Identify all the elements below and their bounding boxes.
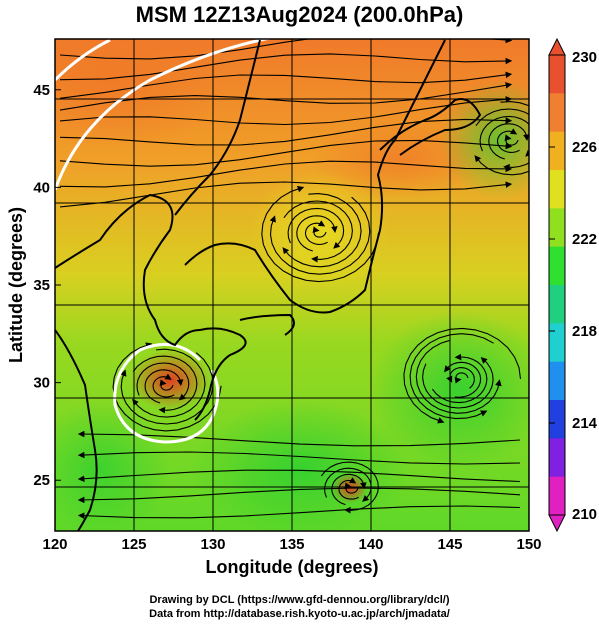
- streamline: [77, 487, 521, 504]
- y-tick-label: 35: [33, 277, 50, 294]
- streamline: [59, 39, 513, 60]
- streamline: [59, 96, 513, 126]
- colorbar: 210 214 218 222 226 230: [548, 37, 598, 533]
- colorbar-segment: [549, 93, 565, 133]
- streamline: [59, 139, 513, 167]
- streamline: [320, 461, 379, 514]
- colorbar-segment: [549, 246, 565, 286]
- colorbar-segment: [549, 438, 565, 478]
- colorbar-segment: [549, 208, 565, 248]
- streamline: [331, 473, 367, 506]
- colorbar-segment: [549, 476, 565, 516]
- colorbar-tick-label: 230: [572, 49, 597, 66]
- colorbar-segment: [549, 131, 565, 171]
- wind-streamlines: [59, 39, 529, 519]
- colorbar-bottom-triangle: [548, 514, 566, 533]
- streamline: [304, 220, 328, 245]
- streamline: [479, 115, 529, 157]
- x-tick-label: 145: [437, 536, 462, 553]
- streamline: [144, 369, 184, 404]
- colorbar-tick-label: 210: [572, 506, 597, 523]
- x-tick-label: 130: [200, 536, 225, 553]
- colorbar-segment: [549, 285, 565, 324]
- streamline: [474, 101, 529, 176]
- streamline: [59, 160, 513, 188]
- streamline: [488, 123, 529, 160]
- streamline: [296, 215, 338, 252]
- streamline: [409, 333, 494, 420]
- y-tick-label: 25: [33, 472, 50, 489]
- streamline: [269, 196, 371, 275]
- grid-lines: [55, 39, 529, 531]
- colorbar-tick-label: 226: [572, 139, 597, 156]
- streamline: [159, 379, 174, 391]
- streamline: [136, 362, 190, 401]
- colorbar-segment: [549, 170, 565, 209]
- streamline: [415, 339, 502, 414]
- streamline: [77, 505, 521, 519]
- x-tick-label: 150: [516, 536, 541, 553]
- streamline: [132, 355, 198, 414]
- streamline: [422, 356, 494, 409]
- streamline: [496, 128, 520, 153]
- x-axis-ticks: 120 125 130 135 140 145 150: [42, 525, 542, 553]
- field-layer: [55, 39, 529, 531]
- streamline: [444, 361, 482, 398]
- streamline: [77, 430, 521, 447]
- streamline: [59, 117, 513, 146]
- credit-drawing: Drawing by DCL (https://www.gfd-dennou.o…: [149, 594, 450, 606]
- streamline: [77, 451, 521, 465]
- x-tick-label: 140: [358, 536, 383, 553]
- page-title: MSM 12Z13Aug2024 (200.0hPa): [135, 2, 464, 27]
- streamline: [282, 193, 362, 268]
- streamline: [77, 469, 521, 483]
- streamline: [112, 342, 222, 432]
- coastlines: [55, 39, 482, 531]
- y-tick-label: 30: [33, 375, 50, 392]
- streamline: [287, 207, 345, 249]
- colorbar-tick-label: 214: [572, 415, 598, 432]
- streamline: [261, 186, 380, 283]
- x-tick-label: 120: [42, 536, 67, 553]
- streamline: [454, 372, 469, 384]
- streamline: [403, 327, 522, 424]
- colorbar-top-triangle: [548, 37, 566, 56]
- y-tick-label: 45: [33, 82, 50, 99]
- streamline: [431, 353, 488, 404]
- colorbar-segment: [549, 323, 565, 363]
- x-axis-label: Longitude (degrees): [205, 557, 378, 577]
- streamline: [475, 108, 529, 171]
- colorbar-segment: [549, 55, 565, 94]
- streamline: [312, 226, 327, 238]
- y-axis-ticks: 25 30 35 40 45: [33, 82, 61, 489]
- y-axis-label: Latitude (degrees): [6, 207, 26, 363]
- credit-data: Data from http://database.rish.kyoto-u.a…: [149, 608, 450, 620]
- colorbar-tick-label: 218: [572, 323, 597, 340]
- x-tick-label: 135: [279, 536, 304, 553]
- y-tick-label: 40: [33, 179, 50, 196]
- contour-lines: [55, 39, 271, 444]
- streamline: [59, 181, 513, 208]
- colorbar-segment: [549, 400, 565, 439]
- colorbar-segment: [549, 361, 565, 401]
- x-tick-label: 125: [121, 536, 146, 553]
- streamline: [152, 373, 175, 398]
- colorbar-tick-label: 222: [572, 231, 597, 248]
